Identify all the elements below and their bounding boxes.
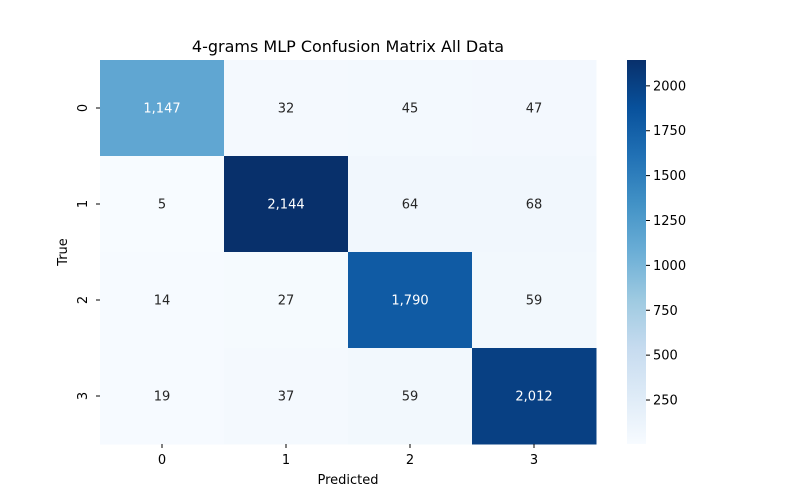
colorbar-tick-label: 1250 xyxy=(653,214,686,229)
heatmap-cell-r2-c2 xyxy=(348,252,473,349)
heatmap-cell-r1-c3 xyxy=(472,156,597,253)
cell-value-label: 64 xyxy=(402,198,419,213)
heatmap-cell-r0-c3 xyxy=(472,60,597,157)
colorbar-tick-label: 500 xyxy=(653,349,678,364)
heatmap-cell-r3-c1 xyxy=(224,348,349,445)
chart-title: 4-grams MLP Confusion Matrix All Data xyxy=(192,37,504,56)
cell-value-label: 1,790 xyxy=(391,294,428,309)
y-tick-label: 1 xyxy=(76,200,91,208)
x-axis: 0 1 2 3 xyxy=(158,444,538,468)
colorbar-tick-label: 1500 xyxy=(653,169,686,184)
cell-value-label: 14 xyxy=(154,294,171,309)
colorbar-tick-label: 750 xyxy=(653,304,678,319)
y-axis: 0 1 2 3 xyxy=(76,104,100,400)
cell-value-label: 59 xyxy=(526,294,543,309)
heatmap-cell-r2-c0 xyxy=(100,252,225,349)
y-axis-label: True xyxy=(56,238,71,267)
colorbar-gradient xyxy=(627,60,646,444)
cell-value-label: 5 xyxy=(158,198,166,213)
y-tick-label: 2 xyxy=(76,296,91,304)
cell-value-label: 37 xyxy=(278,390,295,405)
cell-value-label: 32 xyxy=(278,102,295,117)
colorbar-tick-label: 1000 xyxy=(653,259,686,274)
heatmap-cell-r2-c1 xyxy=(224,252,349,349)
heatmap-cells xyxy=(100,60,597,445)
y-tick-label: 3 xyxy=(76,392,91,400)
colorbar-tick-label: 250 xyxy=(653,394,678,409)
y-tick-label: 0 xyxy=(76,104,91,112)
x-tick-label: 3 xyxy=(530,453,538,468)
heatmap-cell-r0-c2 xyxy=(348,60,473,157)
colorbar-tick-label: 2000 xyxy=(653,79,686,94)
cell-value-label: 45 xyxy=(402,102,419,117)
cell-value-label: 59 xyxy=(402,390,419,405)
cell-value-label: 2,012 xyxy=(515,390,552,405)
colorbar-tick-label: 1750 xyxy=(653,124,686,139)
cell-value-label: 68 xyxy=(526,198,543,213)
cell-value-label: 2,144 xyxy=(267,198,304,213)
heatmap-cell-r3-c2 xyxy=(348,348,473,445)
colorbar: 250 500 750 1000 1250 1500 1750 2000 xyxy=(627,60,686,444)
heatmap-cell-r3-c0 xyxy=(100,348,225,445)
cell-value-label: 1,147 xyxy=(143,102,180,117)
heatmap-cell-r1-c0 xyxy=(100,156,225,253)
heatmap-cell-r2-c3 xyxy=(472,252,597,349)
heatmap-cell-r1-c1 xyxy=(224,156,349,253)
heatmap-cell-r3-c3 xyxy=(472,348,597,445)
x-tick-label: 0 xyxy=(158,453,166,468)
x-tick-label: 2 xyxy=(406,453,414,468)
cell-value-label: 47 xyxy=(526,102,543,117)
x-axis-label: Predicted xyxy=(317,473,378,488)
heatmap-cell-r1-c2 xyxy=(348,156,473,253)
cell-value-label: 19 xyxy=(154,390,171,405)
x-tick-label: 1 xyxy=(282,453,290,468)
heatmap-cell-r0-c0 xyxy=(100,60,225,157)
heatmap-cell-r0-c1 xyxy=(224,60,349,157)
heatmap-cell-labels: 1,147 32 45 47 5 2,144 64 68 14 27 1,790 59 19 37 59 2,… xyxy=(143,102,552,405)
cell-value-label: 27 xyxy=(278,294,295,309)
